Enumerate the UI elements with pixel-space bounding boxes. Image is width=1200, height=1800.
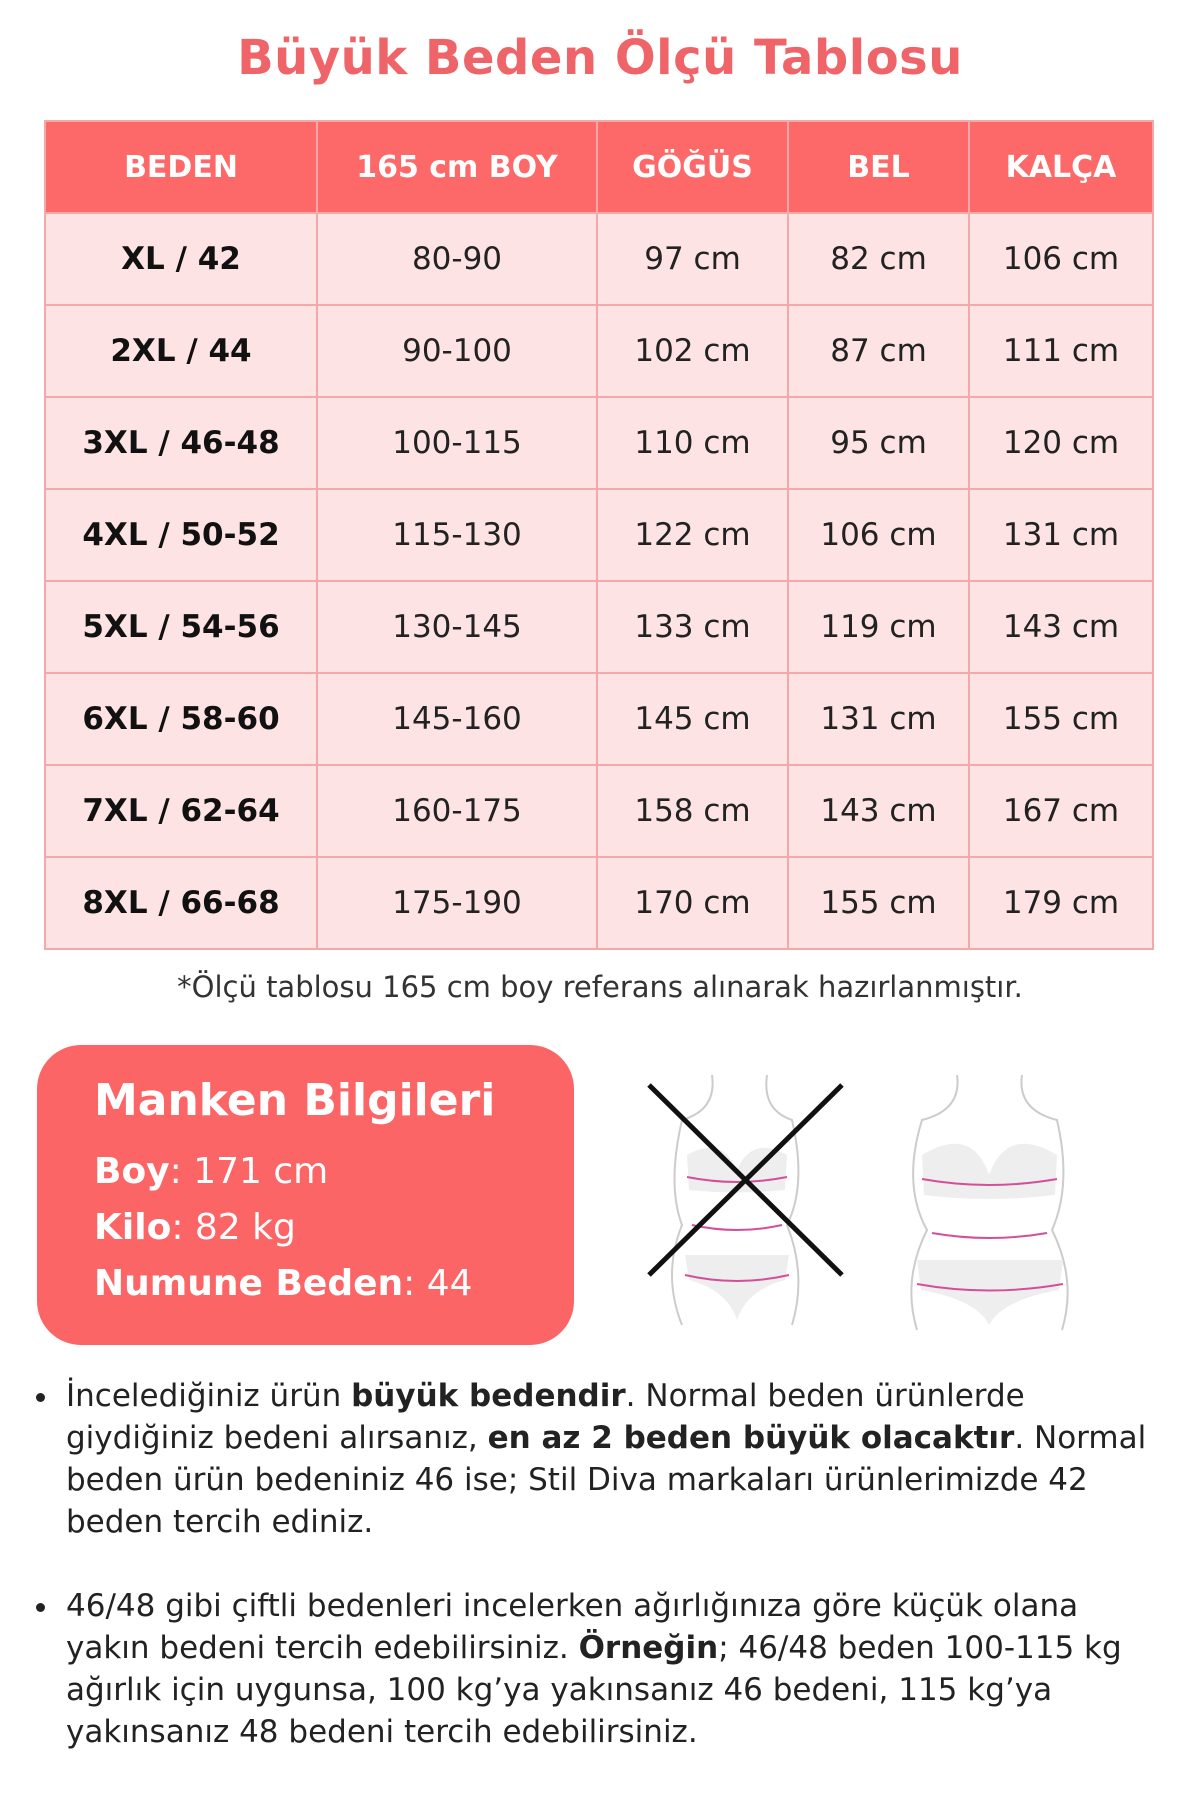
bold-text: en az 2 beden büyük olacaktır — [487, 1420, 1015, 1456]
size-table: BEDEN 165 cm BOY GÖĞÜS BEL KALÇA XL / 42… — [44, 120, 1154, 950]
label: Numune Beden — [94, 1263, 404, 1304]
table-cell: 130-145 — [316, 580, 598, 674]
model-info-title: Manken Bilgileri — [94, 1075, 496, 1126]
table-cell: 120 cm — [968, 396, 1154, 490]
table-cell: 131 cm — [968, 488, 1154, 582]
table-cell: 95 cm — [787, 396, 970, 490]
size-cell: 6XL / 58-60 — [44, 672, 318, 766]
table-cell: 100-115 — [316, 396, 598, 490]
col-header: BEDEN — [44, 120, 318, 214]
table-cell: 111 cm — [968, 304, 1154, 398]
table-cell: 143 cm — [787, 764, 970, 858]
table-cell: 119 cm — [787, 580, 970, 674]
text: İncelediğiniz ürün — [66, 1378, 352, 1414]
table-cell: 179 cm — [968, 856, 1154, 950]
size-cell: 2XL / 44 — [44, 304, 318, 398]
text: 46/48 gibi çiftli bedenleri incelerken a… — [66, 1588, 1079, 1666]
footnote: *Ölçü tablosu 165 cm boy referans alınar… — [177, 970, 1023, 1004]
table-cell: 160-175 — [316, 764, 598, 858]
table-cell: 110 cm — [596, 396, 789, 490]
table-cell: 155 cm — [787, 856, 970, 950]
table-row: XL / 42 80-90 97 cm 82 cm 106 cm — [44, 212, 1154, 306]
table-cell: 145-160 — [316, 672, 598, 766]
col-header: BEL — [787, 120, 970, 214]
page-title: Büyük Beden Ölçü Tablosu — [237, 30, 963, 86]
model-info-row: Kilo: 82 kg — [94, 1200, 574, 1256]
col-header: GÖĞÜS — [596, 120, 789, 214]
value: : 44 — [403, 1263, 473, 1304]
table-cell: 97 cm — [596, 212, 789, 306]
table-cell: 122 cm — [596, 488, 789, 582]
table-cell: 102 cm — [596, 304, 789, 398]
text: . Normal beden ürünlerde giydiğiniz bede… — [66, 1378, 1025, 1456]
text: . Normal beden ürün bedeniniz 46 ise; St… — [66, 1420, 1147, 1540]
table-row: 3XL / 46-48 100-115 110 cm 95 cm 120 cm — [44, 396, 1154, 490]
table-cell: 170 cm — [596, 856, 789, 950]
size-cell: 7XL / 62-64 — [44, 764, 318, 858]
table-row: 4XL / 50-52 115-130 122 cm 106 cm 131 cm — [44, 488, 1154, 582]
list-item: İncelediğiniz ürün büyük bedendir. Norma… — [30, 1375, 1170, 1543]
model-info-card: Manken Bilgileri Boy: 171 cm Kilo: 82 kg… — [37, 1045, 574, 1345]
table-cell: 87 cm — [787, 304, 970, 398]
model-info-row: Numune Beden: 44 — [94, 1256, 574, 1312]
table-cell: 106 cm — [787, 488, 970, 582]
table-row: 6XL / 58-60 145-160 145 cm 131 cm 155 cm — [44, 672, 1154, 766]
table-row: 8XL / 66-68 175-190 170 cm 155 cm 179 cm — [44, 856, 1154, 950]
col-header: KALÇA — [968, 120, 1154, 214]
size-cell: 8XL / 66-68 — [44, 856, 318, 950]
table-cell: 175-190 — [316, 856, 598, 950]
bold-text: Örneğin — [578, 1630, 719, 1666]
table-row: 2XL / 44 90-100 102 cm 87 cm 111 cm — [44, 304, 1154, 398]
table-row: 5XL / 54-56 130-145 133 cm 119 cm 143 cm — [44, 580, 1154, 674]
label: Kilo — [94, 1207, 172, 1248]
crossed-body-measurement-icon — [647, 1074, 844, 1326]
size-cell: 3XL / 46-48 — [44, 396, 318, 490]
table-cell: 115-130 — [316, 488, 598, 582]
table-cell: 82 cm — [787, 212, 970, 306]
body-measurement-icon — [910, 1074, 1069, 1331]
table-cell: 167 cm — [968, 764, 1154, 858]
table-cell: 90-100 — [316, 304, 598, 398]
table-cell: 106 cm — [968, 212, 1154, 306]
value: : 82 kg — [171, 1207, 296, 1248]
size-cell: 4XL / 50-52 — [44, 488, 318, 582]
model-info-row: Boy: 171 cm — [94, 1144, 574, 1200]
table-row: 7XL / 62-64 160-175 158 cm 143 cm 167 cm — [44, 764, 1154, 858]
table-cell: 145 cm — [596, 672, 789, 766]
table-cell: 143 cm — [968, 580, 1154, 674]
body-figures — [647, 1074, 1069, 1331]
table-cell: 158 cm — [596, 764, 789, 858]
text: ; 46/48 beden 100-115 kg ağırlık için uy… — [66, 1630, 1122, 1750]
size-cell: XL / 42 — [44, 212, 318, 306]
size-cell: 5XL / 54-56 — [44, 580, 318, 674]
label: Boy — [94, 1151, 170, 1192]
table-cell: 133 cm — [596, 580, 789, 674]
table-cell: 131 cm — [787, 672, 970, 766]
list-item: 46/48 gibi çiftli bedenleri incelerken a… — [30, 1585, 1170, 1753]
table-cell: 80-90 — [316, 212, 598, 306]
value: : 171 cm — [169, 1151, 329, 1192]
info-list: İncelediğiniz ürün büyük bedendir. Norma… — [30, 1375, 1170, 1795]
col-header: 165 cm BOY — [316, 120, 598, 214]
table-cell: 155 cm — [968, 672, 1154, 766]
bold-text: büyük bedendir — [351, 1378, 626, 1414]
table-header-row: BEDEN 165 cm BOY GÖĞÜS BEL KALÇA — [44, 120, 1154, 214]
